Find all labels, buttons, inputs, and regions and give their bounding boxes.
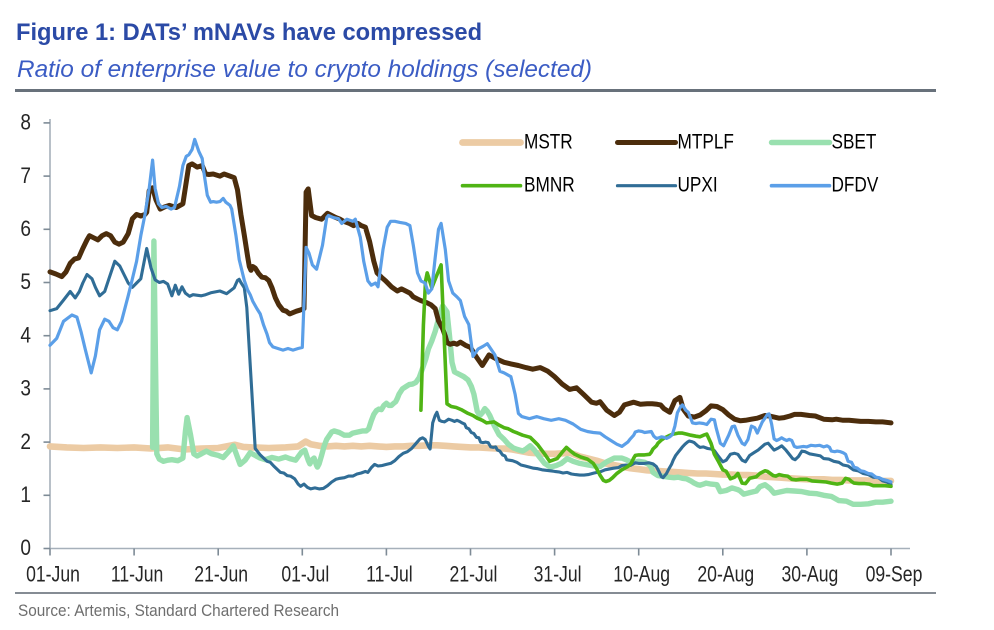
svg-text:21-Jul: 21-Jul xyxy=(450,562,498,587)
svg-text:7: 7 xyxy=(20,163,31,188)
svg-text:31-Jul: 31-Jul xyxy=(534,562,582,587)
svg-text:3: 3 xyxy=(20,376,31,401)
svg-text:MTPLF: MTPLF xyxy=(678,129,734,153)
svg-text:11-Jul: 11-Jul xyxy=(366,562,413,587)
svg-text:UPXI: UPXI xyxy=(678,173,718,197)
svg-text:2: 2 xyxy=(20,429,31,454)
svg-text:1: 1 xyxy=(20,482,31,507)
svg-text:20-Aug: 20-Aug xyxy=(697,562,754,587)
svg-text:30-Aug: 30-Aug xyxy=(782,562,839,587)
svg-text:11-Jun: 11-Jun xyxy=(111,562,164,587)
svg-text:4: 4 xyxy=(20,322,31,347)
svg-text:01-Jun: 01-Jun xyxy=(26,562,80,587)
svg-text:SBET: SBET xyxy=(832,129,877,153)
svg-text:BMNR: BMNR xyxy=(524,173,575,197)
svg-text:6: 6 xyxy=(20,216,31,241)
svg-text:01-Jul: 01-Jul xyxy=(281,562,329,587)
svg-text:DFDV: DFDV xyxy=(832,173,879,197)
svg-text:MSTR: MSTR xyxy=(524,129,573,153)
svg-text:0: 0 xyxy=(20,535,31,560)
svg-text:21-Jun: 21-Jun xyxy=(194,562,248,587)
svg-text:8: 8 xyxy=(20,110,31,135)
svg-text:10-Aug: 10-Aug xyxy=(613,562,670,587)
svg-text:5: 5 xyxy=(20,269,31,294)
svg-text:09-Sep: 09-Sep xyxy=(866,562,923,587)
